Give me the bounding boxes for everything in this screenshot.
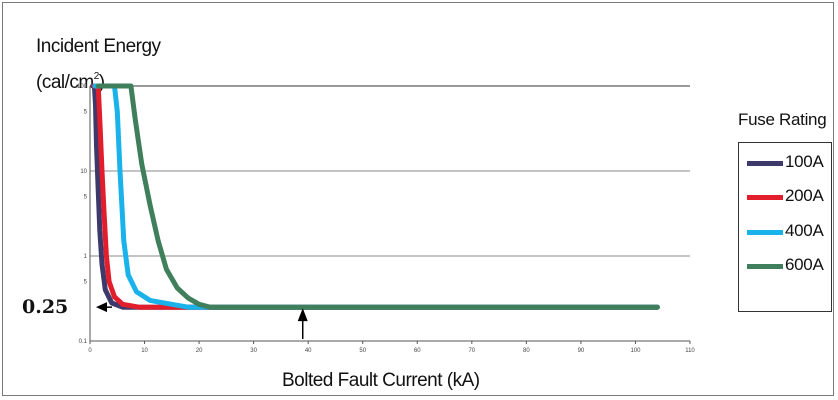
- x-tick-label-0: 0: [88, 348, 92, 354]
- x-tick-label-70: 70: [468, 348, 475, 354]
- x-tick-label-40: 40: [305, 348, 312, 354]
- x-tick-label-60: 60: [414, 348, 421, 354]
- y-tick-label-10: 10: [80, 169, 87, 175]
- legend-item-100a: 100A: [745, 152, 831, 172]
- legend-swatch-200a: [747, 195, 783, 200]
- y-axis-unit-end: ): [98, 72, 105, 93]
- x-tick-label-50: 50: [359, 348, 366, 354]
- x-tick-label-30: 30: [250, 348, 257, 354]
- y-tick-label-100: 100: [77, 84, 88, 90]
- legend-title: Fuse Rating: [738, 110, 827, 129]
- y-tick-label-0-1: 0.1: [79, 339, 88, 345]
- series-line-100a: [90, 83, 660, 310]
- legend-label-200a: 200A: [785, 186, 824, 205]
- annotation-left-arrow-head: [96, 302, 107, 313]
- series-line-600a: [95, 83, 660, 310]
- legend-label-600a: 600A: [785, 255, 824, 274]
- y-tick-label-50: 5: [84, 110, 88, 116]
- annotation-label-025: 0.25: [22, 296, 68, 318]
- x-tick-label-20: 20: [196, 348, 203, 354]
- x-tick-label-90: 90: [578, 348, 585, 354]
- legend-label-400a: 400A: [785, 221, 824, 240]
- legend-item-400a: 400A: [745, 221, 831, 241]
- series-line-400a: [92, 83, 660, 310]
- x-tick-label-110: 110: [685, 348, 695, 354]
- legend-swatch-100a: [747, 161, 783, 166]
- y-axis-label-line2: (cal/cm2): [36, 70, 105, 94]
- y-tick-label-0-5: 5: [84, 280, 88, 286]
- series-line-200a: [91, 83, 660, 310]
- x-tick-label-100: 100: [630, 348, 641, 354]
- chart-frame: [2, 2, 834, 396]
- y-tick-label-1: 1: [84, 254, 88, 260]
- x-tick-label-10: 10: [141, 348, 148, 354]
- y-axis-unit-base: (cal/cm: [36, 72, 94, 93]
- x-tick-label-80: 80: [523, 348, 530, 354]
- y-axis-label-line1: Incident Energy: [36, 36, 161, 57]
- legend-swatch-400a: [747, 230, 783, 235]
- legend: 100A 200A 400A 600A: [738, 142, 832, 312]
- x-axis-label: Bolted Fault Current (kA): [282, 370, 480, 391]
- y-axis-unit-superscript: 2: [93, 70, 100, 82]
- y-tick-label-5: 5: [84, 195, 88, 201]
- legend-item-600a: 600A: [745, 255, 831, 275]
- legend-item-200a: 200A: [745, 186, 831, 206]
- legend-label-100a: 100A: [785, 152, 824, 171]
- legend-swatch-600a: [747, 264, 783, 269]
- annotation-up-arrow-head: [297, 308, 308, 322]
